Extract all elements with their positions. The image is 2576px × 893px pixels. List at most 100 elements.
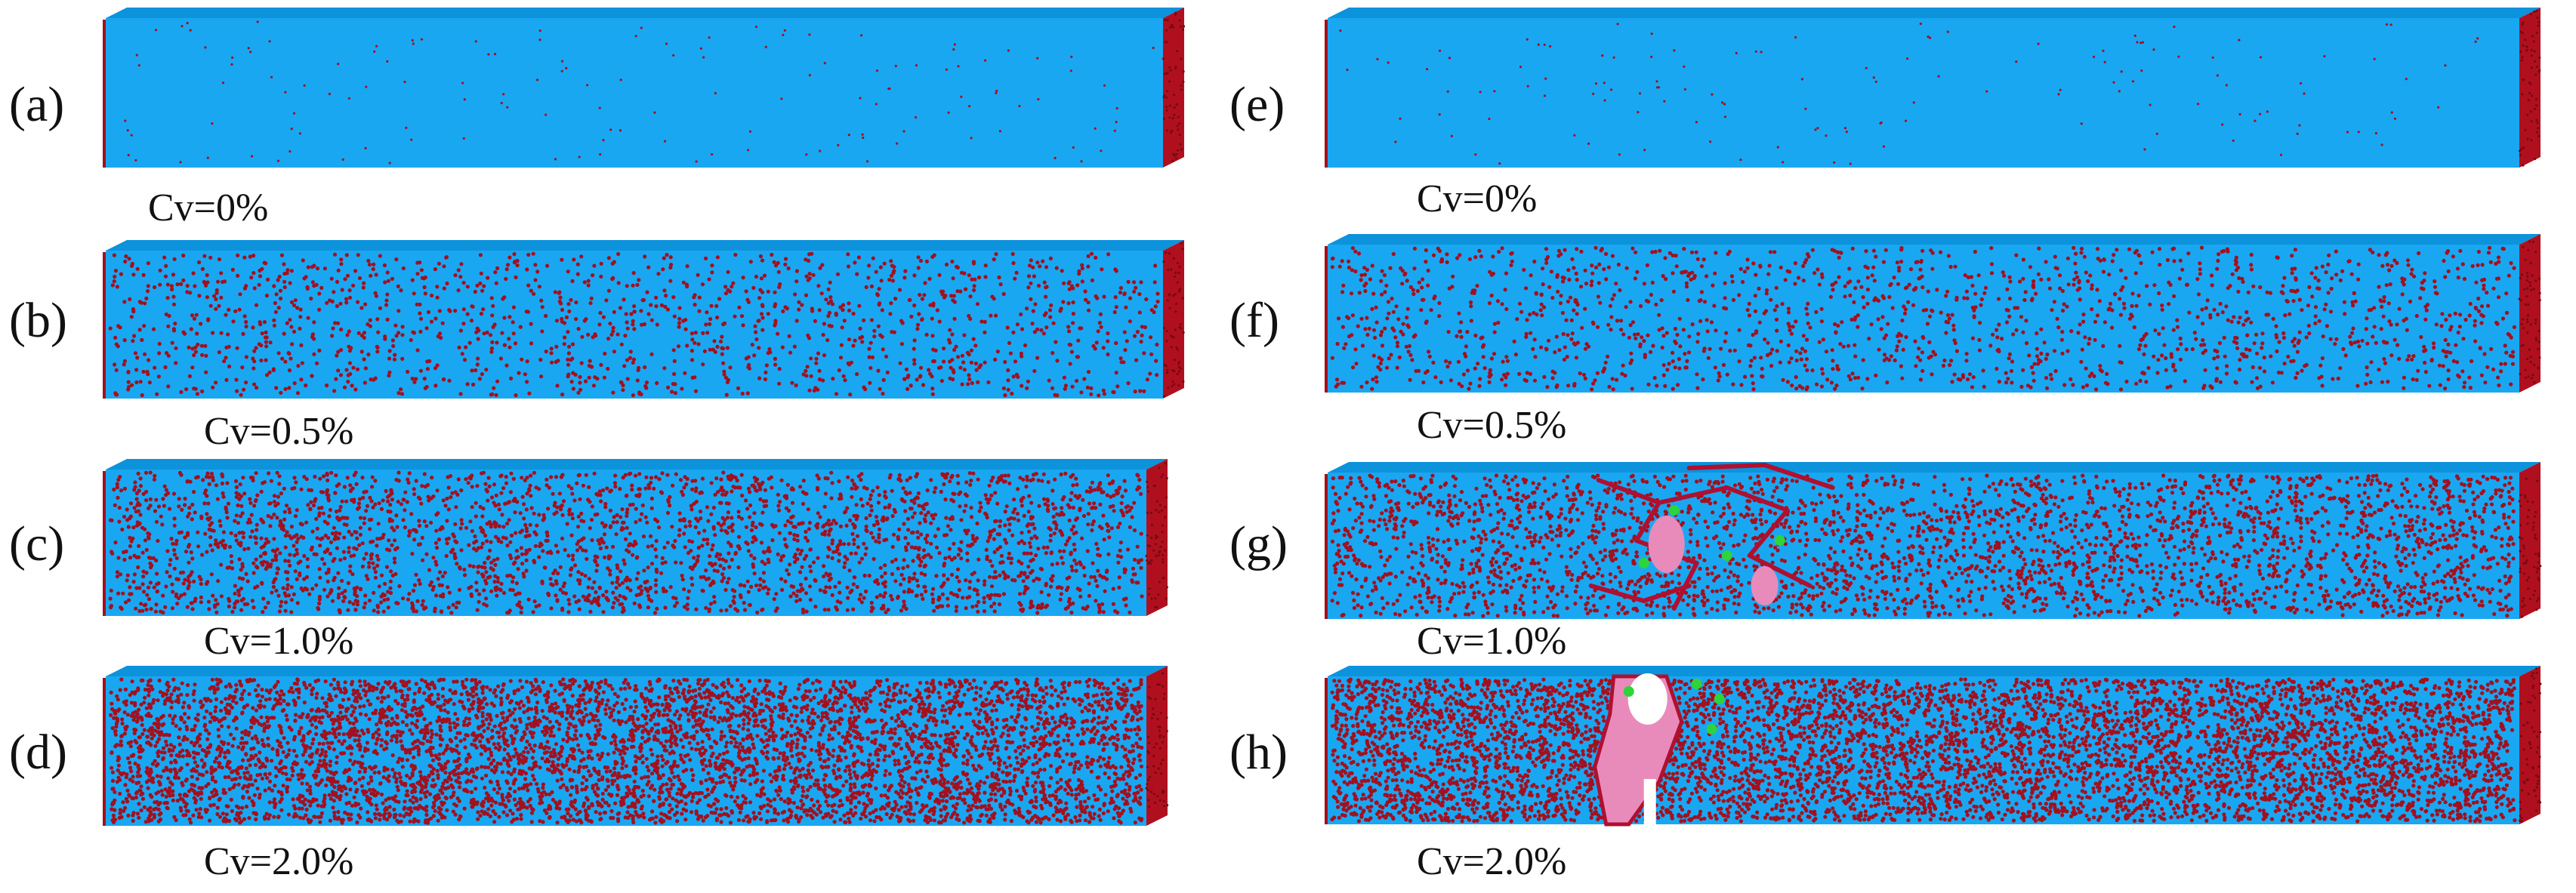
defect-particle [773, 290, 777, 294]
defect-particle [469, 584, 474, 590]
defect-particle [535, 523, 539, 528]
defect-particle [181, 581, 186, 586]
defect-particle [905, 516, 911, 522]
defect-particle [511, 305, 517, 309]
defect-particle [1007, 528, 1011, 533]
defect-particle [390, 525, 394, 530]
defect-particle [1032, 368, 1037, 374]
defect-particle [1069, 564, 1074, 569]
defect-particle [1020, 327, 1025, 331]
defect-particle [566, 351, 572, 356]
defect-particle [233, 591, 237, 596]
defect-particle [727, 525, 731, 530]
defect-particle [615, 332, 620, 337]
defect-particle [565, 66, 568, 69]
defect-particle [171, 302, 177, 306]
defect-particle [1006, 574, 1010, 579]
defect-particle [868, 513, 872, 518]
defect-particle [1107, 535, 1112, 540]
defect-particle [601, 315, 606, 319]
defect-particle [220, 472, 224, 477]
defect-particle [532, 530, 537, 534]
defect-particle [317, 291, 322, 296]
defect-particle [790, 500, 795, 505]
end-face-speck [1170, 346, 1173, 349]
defect-particle [318, 476, 322, 481]
defect-particle [379, 600, 384, 605]
defect-particle [970, 537, 976, 541]
defect-particle [1124, 603, 1128, 608]
defect-particle [217, 257, 222, 262]
defect-particle [526, 252, 531, 257]
defect-particle [566, 362, 571, 367]
defect-particle [529, 506, 534, 510]
defect-particle [277, 609, 282, 614]
defect-particle [634, 541, 638, 547]
defect-particle [126, 369, 131, 374]
defect-particle [942, 346, 946, 351]
defect-particle [1103, 84, 1106, 87]
defect-particle [1030, 322, 1035, 326]
defect-particle [467, 340, 472, 345]
end-face-speck [1178, 122, 1181, 125]
defect-particle [759, 276, 764, 281]
defect-particle [433, 559, 438, 564]
end-face-speck [1161, 531, 1164, 534]
defect-particle [749, 584, 754, 590]
defect-particle [662, 256, 666, 260]
defect-particle [983, 360, 987, 365]
defect-particle [837, 368, 841, 373]
defect-particle [221, 538, 226, 543]
defect-particle [168, 574, 172, 579]
defect-particle [819, 149, 822, 152]
defect-particle [338, 301, 343, 306]
defect-particle [677, 528, 682, 532]
defect-particle [1085, 385, 1090, 390]
defect-particle [492, 558, 496, 562]
defect-particle [534, 604, 538, 609]
defect-particle [725, 516, 730, 520]
defect-particle [932, 359, 936, 364]
defect-particle [757, 376, 762, 380]
defect-particle [794, 269, 799, 273]
defect-particle [881, 594, 886, 599]
defect-particle [123, 259, 128, 264]
defect-particle [276, 351, 281, 356]
defect-particle [614, 532, 619, 537]
defect-particle [902, 377, 907, 381]
defect-particle [142, 324, 147, 328]
defect-particle [822, 322, 826, 326]
defect-particle [217, 350, 221, 355]
defect-particle [144, 571, 149, 575]
defect-particle [584, 549, 588, 553]
end-face-speck [1165, 729, 1168, 733]
defect-particle [727, 540, 731, 545]
defect-particle [1117, 485, 1122, 490]
defect-particle [1026, 510, 1031, 514]
defect-particle [742, 584, 747, 588]
defect-particle [336, 350, 341, 354]
defect-particle [865, 160, 869, 163]
defect-particle [1071, 505, 1075, 510]
defect-particle [125, 573, 130, 577]
defect-particle [187, 580, 192, 584]
defect-particle [356, 501, 361, 506]
defect-particle [161, 593, 165, 598]
defect-particle [1144, 297, 1149, 302]
defect-particle [359, 306, 364, 310]
defect-particle [242, 547, 247, 552]
end-face-speck [1165, 29, 1168, 32]
end-face-speck [1145, 554, 1148, 558]
defect-particle [688, 523, 693, 528]
defect-particle [376, 557, 381, 562]
end-face-speck [1178, 19, 1181, 22]
defect-particle [671, 596, 676, 600]
defect-particle [306, 265, 310, 269]
defect-particle [366, 577, 370, 581]
defect-particle [1148, 371, 1152, 376]
defect-particle [969, 360, 973, 365]
panel-a-beam [103, 8, 1186, 168]
defect-particle [465, 285, 470, 289]
defect-particle [212, 294, 217, 298]
defect-particle [829, 496, 834, 500]
